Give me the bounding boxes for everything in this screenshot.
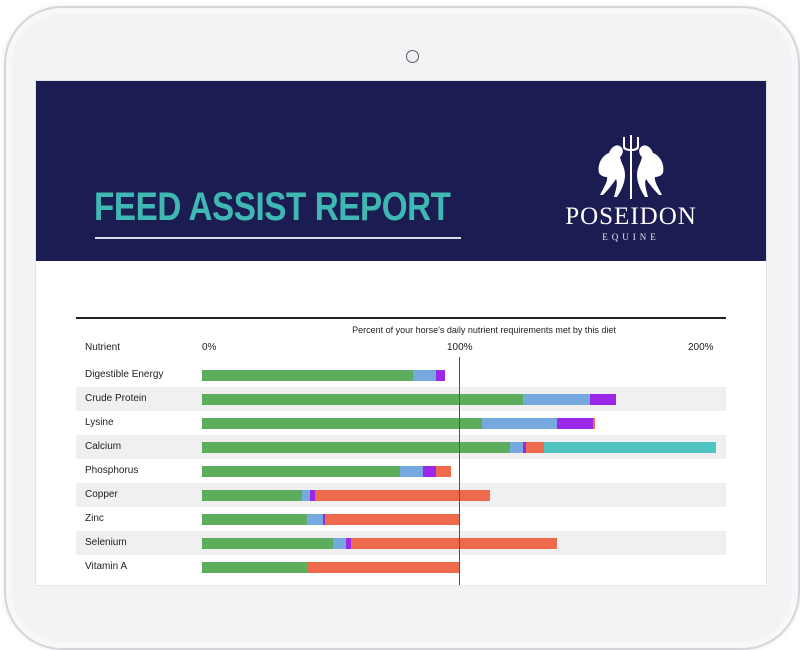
bar-segment — [351, 538, 557, 549]
bar-area — [202, 531, 722, 555]
bar-segment — [202, 370, 413, 381]
bar-area — [202, 363, 722, 387]
bar-segment — [302, 490, 310, 501]
bar-segment — [202, 442, 511, 453]
bar-segment — [307, 514, 323, 525]
bar-segment — [523, 442, 526, 453]
bar-segment — [345, 538, 352, 549]
bar-segment — [435, 466, 452, 477]
bar-area — [202, 483, 722, 507]
nutrient-label: Selenium — [85, 537, 127, 548]
bar-segment — [556, 418, 593, 429]
nutrient-column-header: Nutrient — [85, 342, 121, 353]
nutrient-label: Copper — [85, 489, 118, 500]
bar-segment — [412, 370, 436, 381]
bar-segment — [590, 394, 616, 405]
bar-segment — [523, 394, 591, 405]
x-tick-label: 100% — [447, 342, 473, 353]
bar-area — [202, 435, 722, 459]
bar-segment — [202, 514, 308, 525]
bar-segment — [202, 394, 524, 405]
bar-segment — [322, 514, 326, 525]
brand-name: POSEIDON — [565, 203, 697, 230]
report-banner: FEED ASSIST REPORT POSEIDON EQUINE — [36, 81, 766, 261]
bar-area — [202, 411, 722, 435]
table-row: Crude Protein — [76, 387, 726, 411]
table-row: Phosphorus — [76, 459, 726, 483]
bar-segment — [333, 538, 346, 549]
table-row: Lysine — [76, 411, 726, 435]
nutrient-label: Phosphorus — [85, 465, 139, 476]
report-title: FEED ASSIST REPORT — [94, 185, 451, 229]
horses-trident-icon — [598, 135, 664, 199]
camera-icon — [406, 50, 419, 63]
table-row: Calcium — [76, 435, 726, 459]
bar-segment — [202, 490, 303, 501]
nutrient-label: Crude Protein — [85, 393, 147, 404]
bar-segment — [592, 418, 596, 429]
nutrient-label: Digestible Energy — [85, 369, 164, 380]
bar-segment — [202, 538, 334, 549]
reference-line-100 — [459, 357, 460, 585]
bar-segment — [525, 442, 544, 453]
bar-segment — [482, 418, 557, 429]
table-row: Vitamin A — [76, 555, 726, 579]
table-row: Selenium — [76, 531, 726, 555]
bar-segment — [202, 418, 483, 429]
bar-area — [202, 555, 722, 579]
bar-segment — [399, 466, 423, 477]
x-tick-label: 0% — [202, 342, 217, 353]
bar-segment — [543, 442, 716, 453]
nutrient-label: Calcium — [85, 441, 122, 452]
brand-logo: POSEIDON EQUINE — [541, 133, 721, 248]
bar-segment — [202, 466, 400, 477]
bar-area — [202, 459, 722, 483]
bar-segment — [510, 442, 524, 453]
x-tick-label: 200% — [688, 342, 714, 353]
bar-segment — [435, 370, 445, 381]
bar-segment — [202, 562, 308, 573]
chart-caption: Percent of your horse's daily nutrient r… — [352, 325, 616, 335]
bar-segment — [307, 562, 459, 573]
bar-segment — [423, 466, 436, 477]
bar-segment — [309, 490, 316, 501]
table-row: Zinc — [76, 507, 726, 531]
title-underline — [95, 237, 461, 239]
bar-area — [202, 507, 722, 531]
table-top-rule — [76, 317, 726, 319]
table-row: Digestible Energy — [76, 363, 726, 387]
bar-segment — [315, 490, 490, 501]
bar-segment — [325, 514, 459, 525]
table-row: Copper — [76, 483, 726, 507]
nutrient-label: Vitamin A — [85, 561, 128, 572]
bar-area — [202, 387, 722, 411]
nutrient-label: Zinc — [85, 513, 104, 524]
nutrient-label: Lysine — [85, 417, 114, 428]
brand-subname: EQUINE — [602, 232, 660, 242]
report-screen: FEED ASSIST REPORT POSEIDON EQUINE Perce… — [36, 81, 766, 585]
